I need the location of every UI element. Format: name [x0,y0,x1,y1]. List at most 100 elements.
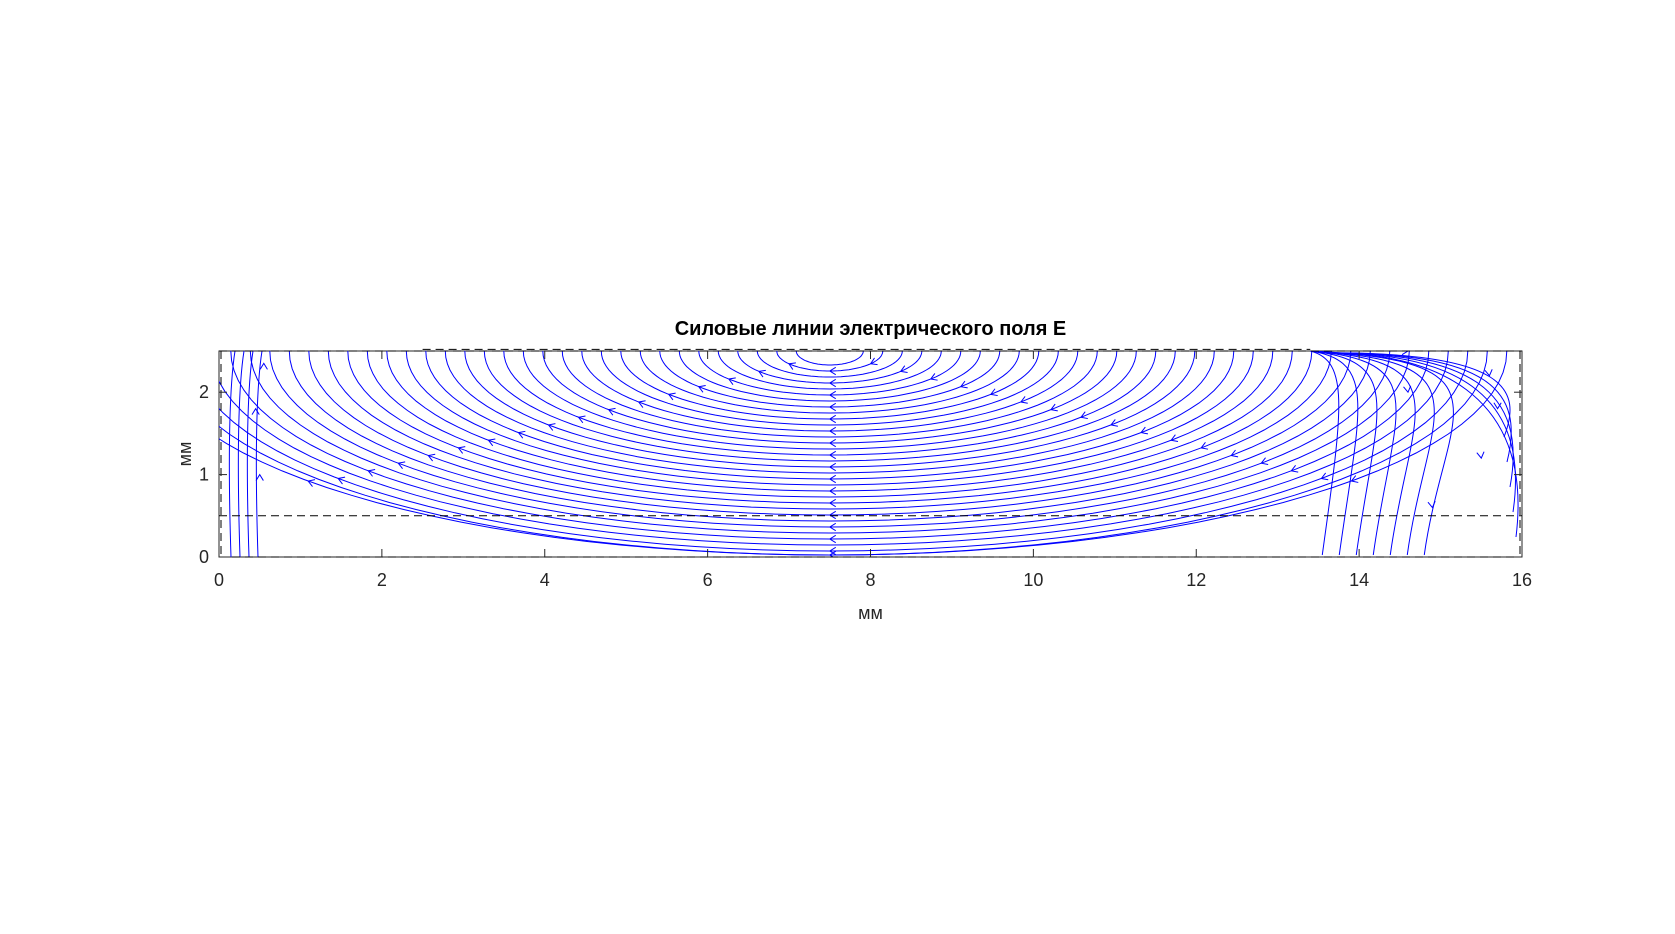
streamline-arrow [1401,351,1409,356]
streamline [219,351,1449,546]
streamline [1320,352,1512,463]
streamline [237,351,245,557]
streamline-arrow [487,438,496,447]
streamline [327,351,1332,510]
streamline-arrow [667,392,676,401]
streamline-arrow [828,402,837,412]
y-tick-label: 0 [199,547,209,567]
streamline [522,351,1137,450]
streamline [1310,351,1340,556]
streamline-arrow [607,407,616,416]
y-axis-label: мм [175,442,195,467]
streamline [464,351,1196,468]
x-tick-label: 6 [703,570,713,590]
streamlines [219,351,1519,557]
streamline [405,351,1254,486]
streamline-arrow [517,430,526,439]
streamline-arrow [828,474,837,484]
streamline-arrow [1476,451,1485,460]
streamline [255,351,263,557]
streamline-arrow [1110,419,1118,427]
streamline [246,351,254,557]
streamline [1320,352,1519,538]
streamline [737,351,923,384]
streamline-arrow [1350,475,1359,483]
streamline-arrow [869,357,878,366]
streamline [386,351,1274,492]
streamline [219,351,1488,556]
streamline-arrow [457,446,466,454]
streamline [1310,351,1378,556]
streamline-arrow [577,415,586,424]
streamline-arrow [1170,434,1179,443]
streamline-arrow [259,362,268,370]
x-tick-label: 10 [1023,570,1043,590]
streamline [228,351,236,557]
x-tick-label: 14 [1349,570,1369,590]
streamline [308,351,1352,516]
streamline [620,351,1040,420]
streamline [1310,351,1454,556]
streamline-arrow [367,469,376,477]
streamline [444,351,1215,474]
streamline-arrow [727,377,736,385]
x-tick-label: 16 [1512,570,1532,590]
streamline-arrow [959,380,968,389]
streamline [288,351,1371,522]
streamline-arrow [1493,402,1502,410]
streamline [600,351,1059,426]
x-tick-label: 2 [377,570,387,590]
streamline [717,351,942,390]
streamline-arrow [828,366,837,376]
streamline-arrow [828,546,837,556]
streamline-arrow [828,550,837,557]
streamline-arrow [1427,500,1436,509]
streamline-arrow [828,486,837,496]
streamline [756,351,903,378]
streamline-arrow [397,461,406,470]
streamline-arrow [1320,472,1329,481]
streamline-arrow [929,373,938,381]
streamline-arrow [828,510,837,520]
streamline [249,351,1410,534]
streamline-arrow [1019,396,1028,404]
streamline-arrow [828,390,837,400]
streamline-arrow [1050,403,1058,412]
streamline-arrow [788,362,796,370]
streamline [1310,351,1397,556]
streamline-arrow [899,365,908,373]
streamline-arrow [828,522,837,532]
x-tick-label: 8 [865,570,875,590]
streamline [483,351,1176,462]
streamline-arrow [758,369,766,378]
streamline-arrow [828,498,837,508]
streamline-arrow [828,378,837,388]
streamline-arrow [828,450,837,460]
streamline-arrow [307,479,316,487]
streamline-arrow [828,534,837,544]
streamline [678,351,981,402]
streamline [639,351,1020,414]
streamline [1310,351,1416,556]
streamline-arrow [251,407,260,415]
chart-title: Силовые линии электрического поля E [675,318,1067,340]
y-tick-label: 2 [199,382,209,402]
x-tick-label: 0 [214,570,224,590]
streamline [503,351,1157,456]
streamline [795,351,864,366]
streamline-arrow [1200,442,1209,450]
streamline-arrow [547,423,556,431]
streamline [219,351,1508,556]
streamline-arrow [828,414,837,424]
y-tick-label: 1 [199,465,209,485]
streamline-arrow [1260,457,1269,465]
streamline [1310,351,1359,556]
streamline [659,351,1001,408]
streamline-arrow [1484,369,1493,377]
x-axis-label: мм [858,603,883,623]
streamline-arrow [427,453,436,462]
streamline-arrow [697,385,706,393]
